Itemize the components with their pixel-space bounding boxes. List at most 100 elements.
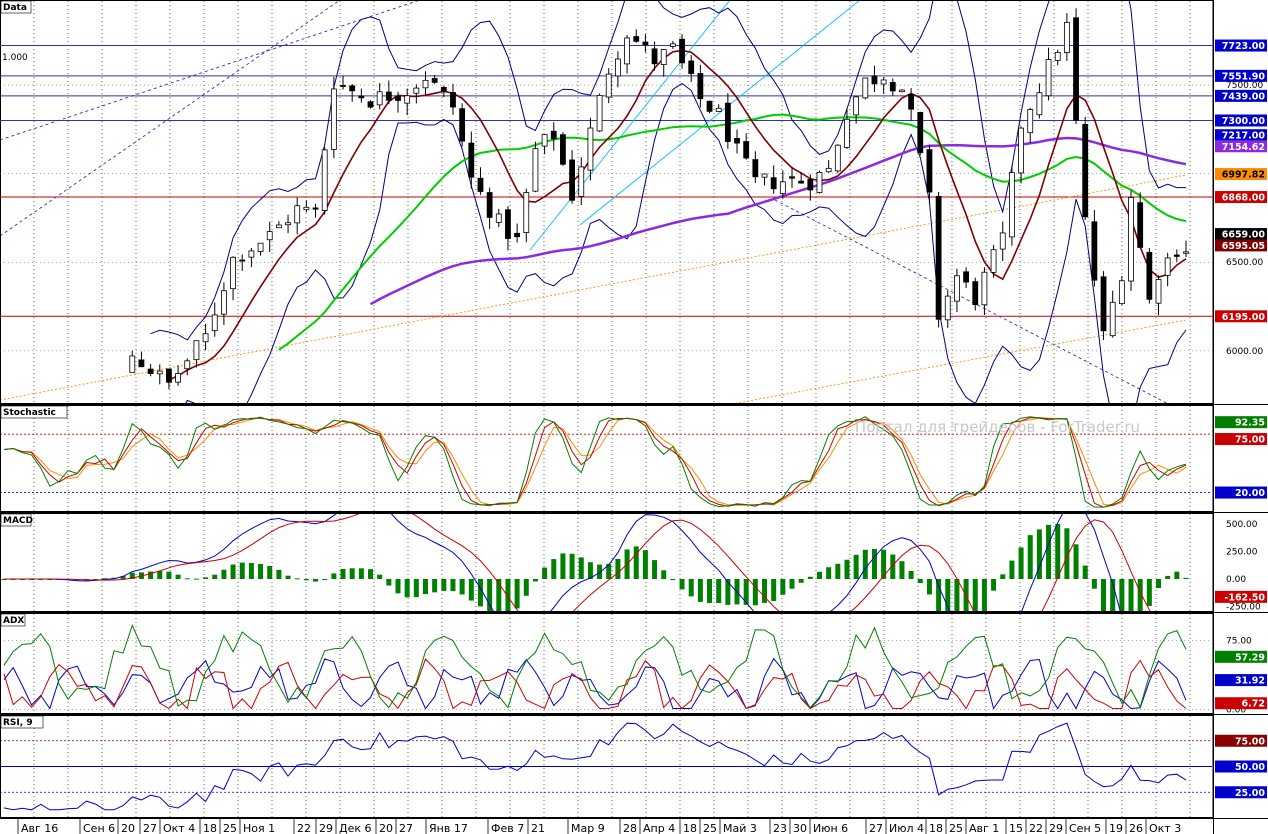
candle-body <box>816 172 823 193</box>
candle-body <box>651 48 658 65</box>
macd-group <box>1 514 1189 611</box>
candle-body <box>1100 276 1107 332</box>
macd-histogram-bar <box>661 570 667 579</box>
macd-histogram-bar <box>1018 547 1024 579</box>
panel-title-box <box>0 715 44 729</box>
rsi-group <box>1 722 1212 811</box>
x-axis-label: 20 <box>121 822 135 834</box>
candle-body <box>330 88 337 150</box>
candle-body <box>1045 59 1052 97</box>
candle-body <box>899 89 905 93</box>
macd-histogram-bar <box>505 579 511 611</box>
macd-histogram-bar <box>642 550 648 579</box>
macd-histogram-bar <box>322 579 328 580</box>
candle-body <box>605 73 612 98</box>
price-badge-label: 6659.00 <box>1222 230 1266 241</box>
macd-histogram-bar <box>716 579 722 604</box>
price-badge-label: 57.29 <box>1235 652 1265 663</box>
macd-histogram-bar <box>1064 528 1070 579</box>
price-badge-label: 7723.00 <box>1222 41 1266 52</box>
macd-histogram-bar <box>981 579 987 611</box>
macd-histogram-bar <box>212 574 218 579</box>
price-tick-label: 6500.00 <box>1226 258 1263 268</box>
candle-body <box>587 127 594 171</box>
price-badge <box>1215 114 1267 127</box>
x-axis-label: Мар 9 <box>571 822 605 834</box>
macd-histogram-bar <box>221 569 227 579</box>
macd-histogram-bar <box>395 579 401 594</box>
macd-histogram-bar <box>1046 524 1052 579</box>
price-badge-label: 7439.00 <box>1222 91 1266 102</box>
macd-histogram-bar <box>1091 579 1097 589</box>
macd-histogram-bar <box>267 565 273 579</box>
candle-body <box>312 207 319 210</box>
macd-histogram-bar <box>203 577 209 579</box>
candle-body <box>706 100 713 112</box>
macd-histogram-bar <box>377 574 383 579</box>
macd-histogram-bar <box>129 572 135 579</box>
candle-body <box>1036 92 1043 116</box>
candle-body <box>468 142 475 178</box>
macd-histogram-bar <box>725 579 731 605</box>
price-badge <box>1215 433 1267 446</box>
candle-body <box>202 333 209 343</box>
x-axis-label: 28 <box>623 822 637 834</box>
macd-histogram-bar <box>542 567 548 579</box>
candle-body <box>560 134 566 165</box>
candle-body <box>395 95 401 101</box>
candle-body <box>999 232 1006 250</box>
macd-histogram-bar <box>633 546 639 579</box>
macd-histogram-bar <box>285 575 291 579</box>
panel-title-box <box>0 513 32 527</box>
candle-body <box>578 166 585 197</box>
macd-histogram-bar <box>340 569 346 579</box>
candle-body <box>972 281 979 306</box>
macd-histogram-bar <box>313 579 319 582</box>
candle-body <box>358 95 365 99</box>
macd-histogram-bar <box>276 569 282 579</box>
macd-histogram-bar <box>597 564 603 579</box>
candle-body <box>908 94 915 110</box>
rsi-line <box>3 722 1187 811</box>
price-badge-label: 6.72 <box>1242 699 1265 710</box>
x-axis-label: Апр 4 <box>643 822 675 834</box>
price-badge-label: 50.00 <box>1235 762 1265 773</box>
candle-body <box>1128 197 1134 282</box>
candle-body <box>477 177 484 192</box>
macd-signal-line <box>4 514 1151 611</box>
bollinger-lower-line <box>185 82 1187 403</box>
candle-body <box>404 95 411 104</box>
candle-body <box>532 148 539 192</box>
price-badge-label: 6195.00 <box>1222 312 1266 323</box>
macd-histogram-bar <box>697 579 703 602</box>
candle-body <box>1063 21 1070 54</box>
x-axis-label: Сен 5 <box>1069 822 1101 834</box>
x-axis-label: 29 <box>1049 822 1063 834</box>
macd-histogram-bar <box>230 564 236 579</box>
macd-histogram-bar <box>166 571 172 579</box>
macd-histogram-bar <box>862 549 868 579</box>
panel-title-3: ADX <box>3 616 24 626</box>
candle-body <box>349 85 356 92</box>
candle-body <box>440 87 447 92</box>
trendline-blue <box>1 1 340 236</box>
candle-body <box>807 179 814 191</box>
macd-histogram-bar <box>413 579 419 598</box>
candle-body <box>926 149 933 193</box>
candle-body <box>889 81 896 92</box>
price-badge <box>1215 168 1267 181</box>
candle-body <box>376 91 383 106</box>
trendline-orange <box>1 174 1187 401</box>
x-axis-label: 25 <box>949 822 963 834</box>
x-axis-label: Янв 17 <box>429 822 468 834</box>
candle-body <box>596 94 603 132</box>
candle-body <box>798 180 805 184</box>
channel-cyan <box>579 1 860 226</box>
x-axis-label: Май 3 <box>723 822 757 834</box>
macd-histogram-bar <box>688 579 694 597</box>
candle-body <box>761 173 768 178</box>
candle-body <box>275 224 282 229</box>
macd-histogram-bar <box>578 557 584 579</box>
macd-histogram-bar <box>743 579 749 605</box>
candle-body <box>1155 279 1162 304</box>
